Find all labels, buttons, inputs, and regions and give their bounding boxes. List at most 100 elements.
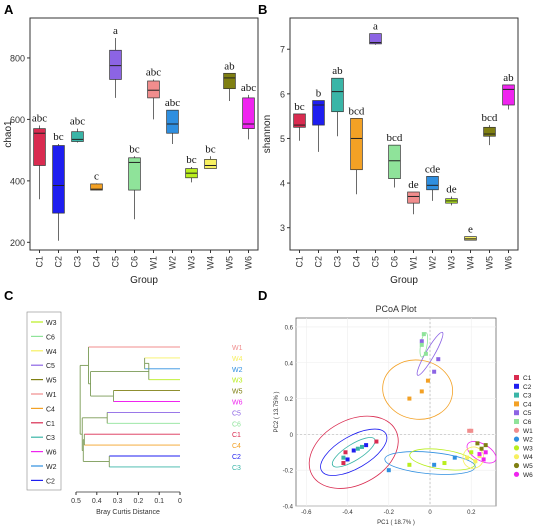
x-tick-label: 0.2 (467, 510, 476, 516)
x-tick-label: W3 (447, 256, 457, 270)
legend-label-W5: W5 (46, 378, 57, 385)
significance-letter-W3: bc (186, 154, 197, 166)
legend-marker-C4 (514, 401, 519, 407)
x-tick-label: 0 (178, 498, 182, 505)
point-C3 (355, 446, 360, 451)
confidence-ellipse (409, 448, 476, 471)
significance-letter-W6: abc (241, 82, 256, 94)
box-W6 (242, 97, 255, 129)
panel-label-a: A (4, 2, 14, 17)
legend-label-C2: C2 (46, 478, 55, 485)
boxplot-A: 200 400 600 800 abc C1 bc C2 abc C3 c C4 a C5 bc C6 abc W… (3, 17, 259, 286)
legend-label-C6: C6 (46, 334, 55, 341)
legend-label-C3: C3 (46, 435, 55, 442)
x-tick-label: W2 (168, 256, 178, 270)
point-W1 (469, 428, 474, 433)
box-C1 (293, 113, 306, 128)
y-tick-label: -0.2 (283, 469, 294, 475)
box-C2 (52, 145, 65, 214)
x-tick-label: 0.2 (134, 498, 144, 505)
x-tick-label: C3 (333, 256, 343, 268)
legend-label-W1: W1 (46, 392, 57, 399)
legend-marker-W1 (513, 427, 520, 433)
x-tick-label: W1 (409, 256, 419, 270)
y-tick-label: 0 (290, 433, 294, 439)
leaf-label-C5: C5 (232, 410, 241, 417)
significance-letter-C6: bc (129, 143, 140, 155)
x-tick-label: W5 (225, 256, 235, 270)
y-tick-label: 0.2 (285, 397, 294, 403)
x-tick-label: C3 (73, 256, 83, 268)
significance-letter-W2: abc (165, 97, 180, 109)
x-tick-label: C4 (92, 256, 102, 268)
leaf-label-C3: C3 (232, 465, 241, 472)
x-tick-label: -0.6 (301, 510, 312, 516)
x-tick-label: C6 (390, 256, 400, 268)
box-W1 (407, 191, 420, 204)
box-W2 (166, 109, 179, 134)
significance-letter-W1: de (408, 179, 419, 191)
x-tick-label: -0.2 (384, 510, 395, 516)
legend-marker-W5 (513, 462, 520, 469)
legend-label-W6: W6 (46, 450, 57, 457)
box-W5 (223, 72, 236, 90)
x-tick-label: W2 (428, 256, 438, 270)
plot-frame (29, 17, 259, 251)
box-C3 (331, 77, 344, 113)
significance-letter-W2: cde (425, 163, 440, 175)
y-axis-title: PC2 ( 13.75% ) (274, 391, 280, 432)
x-tick-label: C1 (35, 256, 45, 268)
point-C1 (343, 450, 348, 455)
legend-label-C5: C5 (46, 363, 55, 370)
y-tick-label: 3 (280, 223, 285, 233)
x-tick-label: C2 (54, 256, 64, 268)
point-C6 (419, 342, 424, 347)
legend-label-C6: C6 (523, 419, 532, 426)
legend-marker-W6 (513, 471, 520, 477)
x-tick-label: W5 (485, 256, 495, 270)
point-W5 (475, 441, 480, 446)
legend-label-C4: C4 (523, 401, 532, 408)
leaf-label-W1: W1 (232, 345, 243, 352)
legend-label-W2: W2 (523, 437, 533, 444)
point-C2 (351, 448, 356, 453)
significance-letter-C3: abc (70, 116, 85, 128)
significance-letter-W6: ab (503, 72, 514, 84)
legend-marker-C5 (514, 410, 519, 416)
x-tick-label: W4 (206, 256, 216, 270)
point-W2 (386, 468, 391, 473)
x-tick-label: C1 (295, 256, 305, 268)
significance-letter-W4: e (468, 224, 473, 236)
box-W1 (147, 80, 160, 99)
x-tick-label: C5 (111, 256, 121, 268)
box-C3 (71, 131, 84, 142)
leaf-label-W2: W2 (232, 367, 243, 374)
legend-label-W2: W2 (46, 464, 57, 471)
significance-letter-C2: bc (53, 131, 64, 143)
x-axis-title: Group (130, 275, 158, 286)
point-C6 (421, 332, 426, 337)
box-C6 (388, 144, 401, 179)
significance-letter-C4: bcd (349, 105, 365, 117)
point-C4 (407, 396, 412, 401)
leaf-label-W5: W5 (232, 389, 243, 396)
x-tick-label: W4 (466, 256, 476, 270)
leaf-label-C1: C1 (232, 432, 241, 439)
y-tick-label: 0.4 (285, 361, 294, 367)
x-tick-label: 0 (428, 510, 432, 516)
y-tick-label: 5 (280, 134, 285, 144)
confidence-ellipse (384, 451, 476, 475)
significance-letter-C1: bc (294, 101, 305, 113)
point-C3 (359, 444, 364, 449)
panel-label-b: B (258, 2, 267, 17)
pcoa-D: PCoA Plot -0.4 -0.2 0 0.2 0.4 0.6 -0.6 -0.4 -0.2 0… (274, 304, 533, 526)
point-W4 (473, 459, 478, 464)
legend-marker-C1 (514, 375, 519, 380)
box-C2 (312, 100, 325, 126)
x-tick-label: W6 (504, 256, 514, 270)
point-W3 (469, 450, 474, 455)
x-tick-label: -0.4 (342, 510, 353, 516)
x-tick-label: C5 (371, 256, 381, 268)
significance-letter-W3: de (446, 183, 457, 195)
confidence-ellipse (331, 437, 376, 468)
